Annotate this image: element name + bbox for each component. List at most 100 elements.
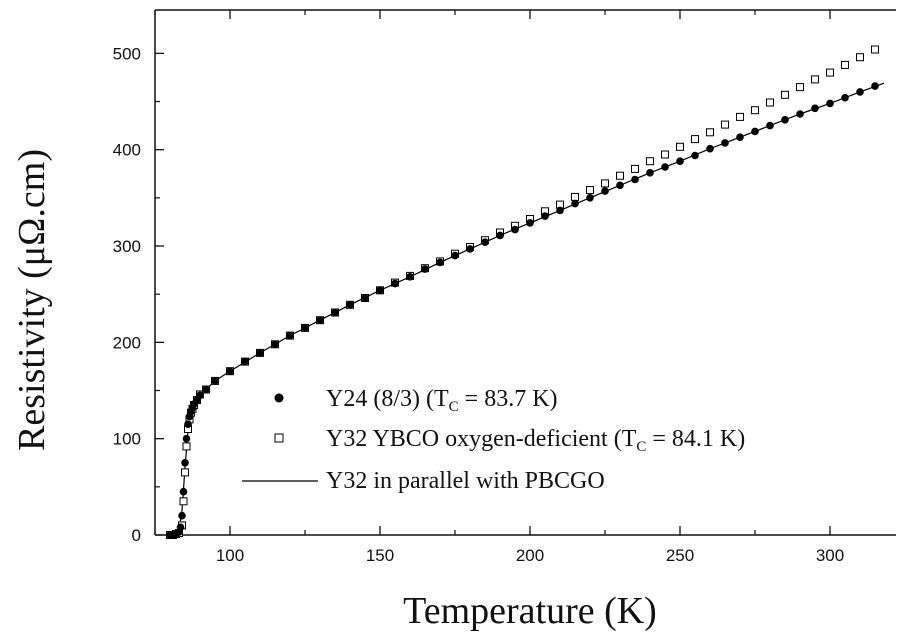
open-square-point bbox=[182, 442, 191, 451]
open-square-point bbox=[841, 60, 849, 69]
filled-circle-point bbox=[571, 199, 579, 208]
plot-marks bbox=[166, 45, 885, 539]
y-tick-label: 400 bbox=[113, 141, 141, 160]
axis-ticks bbox=[154, 10, 831, 536]
filled-circle-point bbox=[271, 340, 279, 349]
filled-circle-point bbox=[316, 316, 324, 325]
y-tick-label: 100 bbox=[113, 430, 141, 449]
filled-circle-point bbox=[526, 219, 534, 227]
filled-circle-point bbox=[691, 151, 699, 160]
legend-label-parallel: Y32 in parallel with PBCGO bbox=[326, 468, 605, 494]
open-square-point bbox=[631, 164, 639, 173]
y-tick-label: 200 bbox=[113, 333, 141, 352]
filled-circle-point bbox=[202, 385, 210, 394]
open-square-point bbox=[856, 53, 864, 62]
open-square-point bbox=[721, 120, 729, 129]
open-square-point bbox=[181, 468, 189, 477]
open-square-point bbox=[691, 135, 699, 144]
open-square-point bbox=[661, 150, 669, 159]
open-square-point bbox=[796, 83, 804, 92]
filled-circle-point bbox=[176, 523, 185, 532]
filled-circle-point bbox=[856, 88, 864, 96]
y-tick-label: 300 bbox=[113, 237, 141, 256]
y-tick-label: 0 bbox=[132, 526, 141, 545]
filled-circle-point bbox=[616, 181, 624, 190]
x-tick-label: 100 bbox=[216, 546, 244, 565]
filled-circle-point bbox=[511, 225, 519, 234]
open-square-point bbox=[179, 497, 188, 506]
filled-circle-point bbox=[871, 82, 879, 90]
open-square-point bbox=[826, 68, 834, 77]
open-square-point bbox=[586, 186, 594, 195]
open-square-point bbox=[736, 112, 744, 121]
filled-circle-point bbox=[796, 110, 804, 118]
open-square-point bbox=[571, 192, 579, 201]
x-tick-label: 250 bbox=[666, 546, 694, 565]
filled-circle-point bbox=[676, 157, 684, 165]
x-tick-label: 200 bbox=[516, 546, 544, 565]
filled-circle-point bbox=[256, 349, 264, 357]
filled-circle-point bbox=[751, 127, 759, 136]
filled-circle-point bbox=[286, 331, 294, 340]
filled-circle-point bbox=[421, 265, 429, 273]
filled-circle-point bbox=[179, 487, 188, 496]
filled-circle-point bbox=[226, 367, 234, 376]
filled-circle-point bbox=[406, 273, 414, 281]
plot-frame bbox=[154, 9, 896, 536]
filled-circle-point bbox=[721, 139, 729, 147]
x-axis-title: Temperature (K) bbox=[403, 590, 657, 632]
filled-circle-point bbox=[178, 511, 186, 520]
filled-circle-point bbox=[781, 116, 789, 124]
legend-y24-tail: = 83.7 K) bbox=[459, 386, 558, 412]
open-square-point bbox=[871, 45, 879, 54]
filled-circle-point bbox=[196, 391, 204, 400]
filled-circle-point bbox=[841, 93, 849, 102]
filled-circle-point bbox=[436, 258, 444, 267]
legend-label-y32: Y32 YBCO oxygen-deficient (TC = 84.1 K) bbox=[326, 426, 745, 455]
filled-circle-point bbox=[182, 434, 191, 443]
filled-circle-point bbox=[481, 238, 489, 246]
legend: Y24 (8/3) (TC = 83.7 K) Y32 YBCO oxygen-… bbox=[242, 386, 745, 494]
filled-circle-point bbox=[346, 301, 354, 309]
open-square-point bbox=[811, 75, 819, 84]
legend-y24-sub: C bbox=[449, 399, 459, 415]
filled-circle-point bbox=[376, 286, 384, 295]
filled-circle-point bbox=[391, 279, 399, 288]
filled-circle-point bbox=[811, 104, 819, 113]
filled-circle-point bbox=[466, 245, 474, 253]
x-tick-label: 150 bbox=[366, 546, 394, 565]
filled-circle-point bbox=[451, 251, 459, 260]
legend-y32-tail: = 84.1 K) bbox=[646, 426, 745, 452]
open-square-point bbox=[706, 128, 714, 137]
filled-circle-point bbox=[556, 206, 564, 215]
filled-circle-point bbox=[241, 357, 249, 366]
filled-circle-point bbox=[184, 420, 192, 429]
filled-circle-point bbox=[631, 175, 639, 184]
filled-circle-point bbox=[496, 231, 504, 240]
filled-circle-point bbox=[736, 133, 744, 141]
filled-circle-point bbox=[541, 212, 549, 220]
filled-circle-point bbox=[826, 99, 834, 108]
y-tick-label: 500 bbox=[113, 44, 141, 63]
legend-y32-main: Y32 YBCO oxygen-deficient (T bbox=[326, 426, 637, 452]
legend-y24-main: Y24 (8/3) (T bbox=[326, 386, 449, 412]
open-square-point bbox=[676, 142, 684, 151]
filled-circle-point bbox=[301, 324, 309, 332]
filled-circle-point bbox=[331, 308, 339, 317]
filled-circle-point bbox=[211, 377, 219, 385]
legend-marker-filled-circle bbox=[274, 393, 284, 403]
tick-labels: 100 150 200 250 300 0 100 200 300 400 500 bbox=[113, 44, 845, 565]
legend-marker-open-square bbox=[274, 433, 284, 443]
legend-y32-sub: C bbox=[636, 439, 646, 455]
filled-circle-point bbox=[361, 294, 369, 302]
open-square-point bbox=[601, 179, 609, 188]
open-square-point bbox=[781, 90, 789, 99]
filled-circle-point bbox=[601, 187, 609, 195]
x-tick-label: 300 bbox=[816, 546, 844, 565]
filled-circle-point bbox=[646, 169, 654, 177]
open-square-point bbox=[616, 171, 624, 180]
filled-circle-point bbox=[766, 121, 774, 130]
filled-circle-point bbox=[661, 163, 669, 171]
y-axis-title: Resistivity (μΩ.cm) bbox=[11, 149, 53, 451]
